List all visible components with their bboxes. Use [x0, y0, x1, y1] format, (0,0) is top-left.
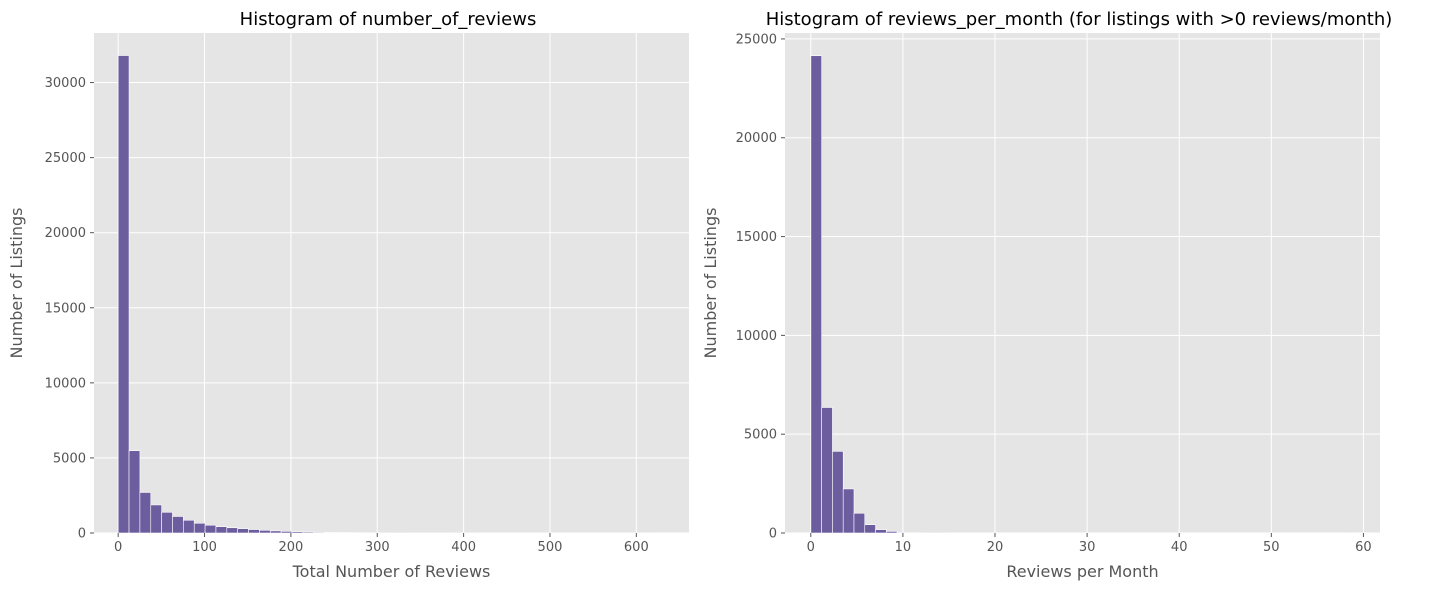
x-ticks: 0 10 20 30 40 50 60 [807, 533, 1372, 555]
histogram-bar [302, 531, 315, 534]
y-axis-label: Number of Listings [7, 208, 26, 359]
y-tick-label: 15000 [736, 230, 777, 245]
x-tick-label: 10 [895, 540, 912, 555]
x-tick-label: 50 [1263, 540, 1280, 555]
x-tick-label: 100 [192, 540, 217, 555]
x-ticks: 0 100 200 300 400 500 600 [114, 533, 649, 555]
x-tick-label: 200 [278, 540, 303, 555]
plot-area [785, 33, 1380, 533]
histogram-bar [810, 55, 822, 534]
x-axis-label: Reviews per Month [1006, 562, 1158, 581]
y-ticks: 0 5000 10000 15000 20000 25000 30000 [45, 76, 94, 542]
y-tick-label: 10000 [736, 329, 777, 344]
histogram-bar [259, 529, 271, 534]
y-tick-label: 25000 [736, 32, 777, 47]
x-tick-label: 60 [1355, 540, 1372, 555]
x-tick-label: 40 [1171, 540, 1188, 555]
bars [810, 55, 1350, 534]
y-tick-label: 25000 [45, 151, 86, 166]
histogram-bar [139, 492, 152, 534]
histogram-bar [280, 531, 293, 534]
y-tick-label: 20000 [45, 226, 86, 241]
chart-title: Histogram of reviews_per_month (for list… [766, 9, 1393, 30]
histogram-bar [842, 488, 855, 534]
y-ticks: 0 5000 10000 15000 20000 25000 [736, 32, 785, 542]
histogram-bar [204, 524, 217, 534]
histogram-bar [215, 526, 228, 534]
histogram-bar [853, 512, 866, 534]
histogram-bar [821, 407, 833, 534]
histogram-bar [896, 532, 909, 534]
histogram-bar [237, 528, 249, 534]
y-tick-label: 10000 [45, 376, 86, 391]
x-tick-label: 0 [807, 540, 815, 555]
x-tick-label: 20 [987, 540, 1004, 555]
y-tick-label: 5000 [53, 451, 86, 466]
histogram-bar [832, 451, 844, 534]
x-tick-label: 30 [1079, 540, 1096, 555]
plot-area [94, 33, 689, 533]
histogram-bar [193, 522, 206, 534]
x-tick-label: 0 [114, 540, 122, 555]
histogram-bar [150, 504, 162, 534]
histogram-bar [864, 524, 876, 534]
chart-number-of-reviews: 0 100 200 300 400 500 600 0 5000 10000 15000 20000… [7, 9, 689, 581]
chart-reviews-per-month: 0 10 20 30 40 50 60 0500010000150002000025000 … [701, 9, 1392, 581]
histogram-bar [172, 516, 184, 534]
histogram-bar [226, 527, 238, 534]
histogram-bar [161, 511, 173, 534]
y-tick-label: 15000 [45, 301, 86, 316]
histogram-bar [248, 529, 260, 534]
y-axis-label: Number of Listings [701, 208, 720, 359]
y-tick-label: 0 [78, 527, 86, 542]
histogram-bar [313, 531, 325, 534]
histogram-bar [128, 450, 141, 534]
histogram-bar [875, 529, 887, 534]
chart-title: Histogram of number_of_reviews [240, 9, 537, 30]
histogram-bar [269, 530, 282, 534]
y-tick-label: 0 [769, 527, 777, 542]
x-tick-label: 400 [451, 540, 476, 555]
x-tick-label: 600 [624, 540, 649, 555]
x-tick-label: 500 [538, 540, 563, 555]
histogram-bar [117, 55, 130, 534]
histogram-bar [324, 532, 336, 534]
bars [117, 55, 662, 534]
y-tick-label: 5000 [744, 428, 777, 443]
y-tick-label: 30000 [45, 76, 86, 91]
histogram-bar [886, 531, 898, 534]
y-tick-label: 20000 [736, 131, 777, 146]
histogram-bar [291, 531, 304, 534]
histogram-bar [183, 519, 195, 534]
x-tick-label: 300 [365, 540, 390, 555]
x-axis-label: Total Number of Reviews [292, 562, 491, 581]
